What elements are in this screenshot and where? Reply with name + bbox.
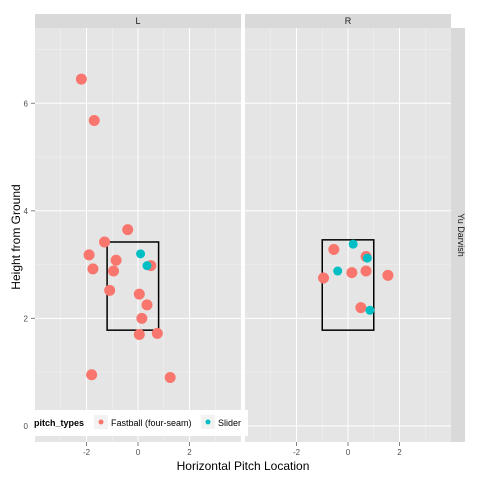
fastball-point-R: [328, 244, 340, 256]
fastball-point-L: [83, 249, 95, 261]
legend-key-slider: [205, 419, 211, 425]
panel-right-grid: [245, 28, 451, 442]
fastball-point-L: [133, 288, 145, 300]
strike-zone-R: [321, 239, 375, 331]
slider-point-L: [142, 261, 152, 271]
data-points: [75, 73, 394, 383]
slider-point-L: [136, 249, 146, 259]
fastball-point-L: [136, 312, 148, 324]
fastball-point-L: [141, 299, 153, 311]
fastball-point-L: [104, 284, 116, 296]
row-facet-strip-label: Yu Darvish: [456, 213, 466, 257]
legend-key-fastball: [98, 419, 104, 425]
y-tick-label: 0: [24, 422, 29, 431]
fastball-point-R: [360, 265, 372, 277]
facet-strip-left-label: L: [135, 16, 140, 26]
legend-label-slider: Slider: [218, 418, 241, 428]
fastball-point-R: [355, 302, 367, 314]
x-axis-title: Horizontal Pitch Location: [177, 459, 310, 473]
fastball-point-R: [382, 269, 394, 281]
fastball-point-L: [88, 114, 100, 126]
x-tick-label: 2: [397, 448, 402, 457]
y-axis-title: Height from Ground: [9, 184, 23, 289]
facet-strip-right-bg: [245, 14, 451, 28]
fastball-point-L: [75, 73, 87, 85]
y-tick-label: 4: [24, 207, 29, 216]
fastball-point-L: [110, 254, 122, 266]
legend-label-fastball: Fastball (four-seam): [111, 418, 192, 428]
slider-point-R: [362, 253, 372, 263]
fastball-point-L: [87, 263, 99, 275]
fastball-point-L: [108, 265, 120, 277]
fastball-point-L: [133, 328, 145, 340]
x-tick-label: -2: [293, 448, 301, 457]
x-tick-label: -2: [83, 448, 91, 457]
fastball-point-L: [151, 327, 163, 339]
fastball-point-L: [99, 236, 111, 248]
x-tick-label: 2: [187, 448, 192, 457]
slider-point-R: [365, 305, 375, 315]
row-facet-strip-bg: [451, 28, 465, 442]
facet-strip-right-label: R: [345, 16, 352, 26]
axes: 0 2 4 6 -2 0 2 -2 0 2: [24, 99, 403, 457]
legend: pitch_types Fastball (four-seam) Slider: [28, 410, 248, 436]
y-tick-label: 6: [24, 99, 29, 108]
fastball-point-R: [346, 267, 358, 279]
fastball-point-R: [318, 272, 330, 284]
x-tick-label: 0: [346, 448, 351, 457]
slider-point-R: [348, 239, 358, 249]
legend-title: pitch_types: [34, 418, 84, 428]
fastball-point-L: [122, 224, 134, 236]
fastball-point-L: [86, 369, 98, 381]
x-tick-label: 0: [136, 448, 141, 457]
facet-strip-left-bg: [35, 14, 241, 28]
fastball-point-L: [164, 371, 176, 383]
y-tick-label: 2: [24, 314, 29, 323]
slider-point-R: [333, 266, 343, 276]
